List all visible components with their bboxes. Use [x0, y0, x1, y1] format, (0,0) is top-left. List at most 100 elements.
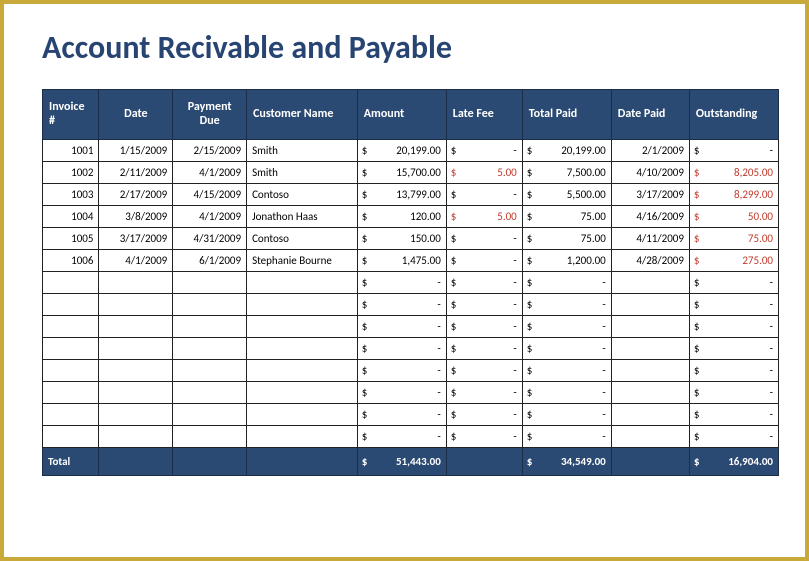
currency-cell: $- [689, 271, 778, 293]
cell [173, 403, 247, 425]
currency-cell: $- [689, 337, 778, 359]
cell: 4/15/2009 [173, 183, 247, 205]
cell [99, 293, 173, 315]
table-header: Invoice # Date Payment Due Customer Name… [43, 90, 779, 140]
col-paid: Total Paid [522, 90, 611, 140]
cell [99, 359, 173, 381]
cell: Contoso [247, 227, 358, 249]
cell: 4/1/2009 [173, 161, 247, 183]
cell [611, 403, 689, 425]
cell [247, 359, 358, 381]
cell [173, 293, 247, 315]
table-row: 10053/17/20094/31/2009Contoso$150.00$-$7… [43, 227, 779, 249]
currency-cell: $5,500.00 [522, 183, 611, 205]
cell: 4/31/2009 [173, 227, 247, 249]
currency-cell: $- [689, 293, 778, 315]
cell: Jonathon Haas [247, 205, 358, 227]
cell: Smith [247, 161, 358, 183]
cell [247, 425, 358, 447]
cell: Contoso [247, 183, 358, 205]
currency-cell: $- [522, 359, 611, 381]
currency-cell: $120.00 [357, 205, 446, 227]
currency-cell: $16,904.00 [689, 447, 778, 475]
cell: 2/1/2009 [611, 139, 689, 161]
currency-cell: $- [522, 425, 611, 447]
cell: 6/1/2009 [173, 249, 247, 271]
page-title: Account Recivable and Payable [42, 28, 779, 67]
cell: 3/17/2009 [99, 227, 173, 249]
cell: 4/10/2009 [611, 161, 689, 183]
cell [247, 447, 358, 475]
cell [611, 447, 689, 475]
currency-cell: $50.00 [689, 205, 778, 227]
cell [173, 315, 247, 337]
currency-cell: $15,700.00 [357, 161, 446, 183]
currency-cell: $- [446, 337, 522, 359]
currency-cell: $- [357, 381, 446, 403]
cell [173, 337, 247, 359]
receivables-table: Invoice # Date Payment Due Customer Name… [42, 89, 779, 476]
currency-cell: $8,205.00 [689, 161, 778, 183]
currency-cell: $- [446, 315, 522, 337]
cell [99, 425, 173, 447]
table-row-empty: $-$-$-$- [43, 337, 779, 359]
currency-cell: $- [689, 359, 778, 381]
currency-cell: $- [446, 183, 522, 205]
currency-cell: $1,200.00 [522, 249, 611, 271]
cell [99, 337, 173, 359]
cell [611, 425, 689, 447]
cell [247, 337, 358, 359]
col-due: Payment Due [173, 90, 247, 140]
currency-cell: $- [522, 381, 611, 403]
currency-cell: $- [522, 403, 611, 425]
cell [99, 447, 173, 475]
cell: Total [43, 447, 99, 475]
currency-cell: $8,299.00 [689, 183, 778, 205]
cell: 3/8/2009 [99, 205, 173, 227]
currency-cell: $- [522, 337, 611, 359]
currency-cell: $5.00 [446, 205, 522, 227]
col-late: Late Fee [446, 90, 522, 140]
currency-cell: $- [446, 403, 522, 425]
currency-cell: $- [357, 271, 446, 293]
currency-cell: $- [357, 403, 446, 425]
cell: 1003 [43, 183, 99, 205]
table-row: 10064/1/20096/1/2009Stephanie Bourne$1,4… [43, 249, 779, 271]
currency-cell: $- [357, 315, 446, 337]
currency-cell: $20,199.00 [357, 139, 446, 161]
cell [43, 425, 99, 447]
cell [43, 403, 99, 425]
cell [99, 381, 173, 403]
cell [611, 381, 689, 403]
cell [173, 271, 247, 293]
col-datepaid: Date Paid [611, 90, 689, 140]
cell [43, 315, 99, 337]
currency-cell: $- [357, 337, 446, 359]
cell [247, 381, 358, 403]
cell [247, 315, 358, 337]
cell [43, 293, 99, 315]
cell [173, 447, 247, 475]
cell [99, 315, 173, 337]
table-row-empty: $-$-$-$- [43, 359, 779, 381]
currency-cell: $- [689, 139, 778, 161]
currency-cell: $20,199.00 [522, 139, 611, 161]
table-row: 10011/15/20092/15/2009Smith$20,199.00$-$… [43, 139, 779, 161]
cell: 4/1/2009 [99, 249, 173, 271]
cell [43, 271, 99, 293]
table-row-empty: $-$-$-$- [43, 381, 779, 403]
table-row-empty: $-$-$-$- [43, 425, 779, 447]
cell [173, 381, 247, 403]
currency-cell: $- [357, 359, 446, 381]
cell [611, 271, 689, 293]
table-row-total: Total$51,443.00$34,549.00$16,904.00 [43, 447, 779, 475]
cell: 1001 [43, 139, 99, 161]
currency-cell: $- [689, 381, 778, 403]
cell [611, 293, 689, 315]
currency-cell: $- [522, 293, 611, 315]
cell [247, 271, 358, 293]
cell: 1006 [43, 249, 99, 271]
currency-cell: $1,475.00 [357, 249, 446, 271]
cell: 1/15/2009 [99, 139, 173, 161]
table-row: 10022/11/20094/1/2009Smith$15,700.00$5.0… [43, 161, 779, 183]
